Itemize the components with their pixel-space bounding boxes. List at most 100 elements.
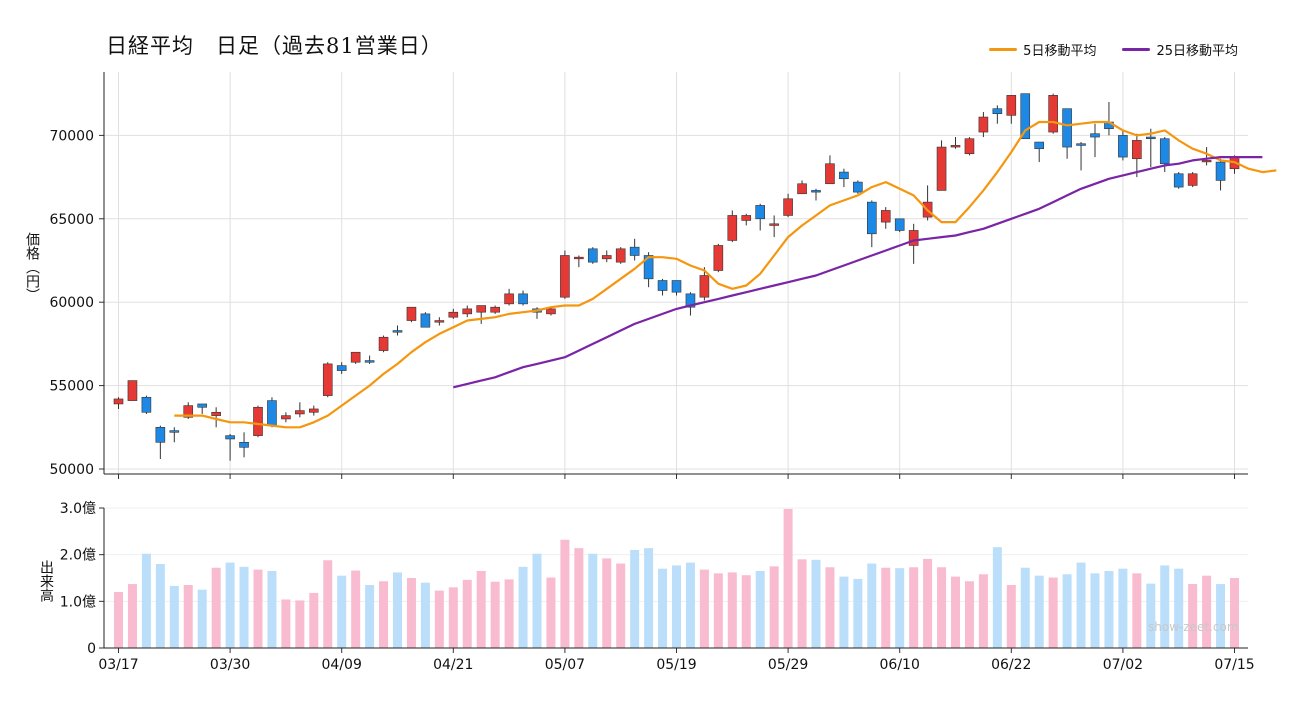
candle-body-73 [1132, 140, 1142, 160]
candle-body-23 [434, 320, 445, 323]
candle-body-27 [490, 306, 500, 313]
volume-bar-77 [1188, 584, 1198, 648]
legend-item-ma25: 25日移動平均 [1122, 40, 1238, 59]
candle-body-51 [825, 163, 835, 185]
volume-bar-48 [783, 508, 793, 648]
volume-bar-50 [811, 559, 821, 648]
volume-bar-14 [309, 592, 319, 648]
volume-bar-40 [672, 565, 681, 648]
volume-bar-23 [434, 590, 444, 648]
candle-body-32 [560, 255, 570, 298]
legend-item-ma5: 5日移動平均 [989, 40, 1096, 59]
candle-body-41 [685, 293, 696, 308]
candle-body-19 [378, 336, 389, 351]
volume-bar-31 [546, 577, 556, 648]
candle-body-62 [978, 116, 989, 133]
volume-bar-4 [169, 585, 179, 648]
ma25-line [453, 156, 1263, 389]
candle-body-39 [657, 280, 668, 291]
price-axis-label: 価格（円） [24, 232, 40, 302]
volume-bar-24 [448, 587, 458, 648]
volume-bar-15 [323, 560, 333, 648]
candle-body-12 [281, 415, 291, 420]
candle-body-54 [866, 201, 877, 235]
x-tick-label: 07/02 [1103, 657, 1143, 673]
candle-body-72 [1118, 135, 1128, 158]
x-tick-label: 03/30 [210, 657, 250, 673]
volume-bar-9 [239, 566, 249, 648]
volume-bar-45 [741, 575, 751, 648]
volume-bar-8 [225, 562, 235, 648]
volume-bar-20 [393, 572, 402, 648]
candle-body-57 [908, 230, 919, 246]
volume-tick-label: 0 [87, 641, 96, 657]
candle-body-64 [1006, 95, 1017, 116]
candle-body-5 [183, 405, 194, 418]
candle-body-46 [755, 205, 766, 220]
volume-bar-38 [644, 548, 654, 648]
x-tick-label: 06/22 [991, 657, 1031, 673]
volume-bar-53 [853, 578, 863, 648]
volume-bar-61 [964, 581, 974, 648]
candle-body-69 [1076, 143, 1086, 146]
volume-bar-56 [895, 568, 905, 648]
price-tick-label: 60000 [49, 295, 94, 311]
candle-body-61 [964, 138, 975, 155]
volume-bar-41 [685, 562, 695, 648]
volume-bar-57 [909, 567, 919, 648]
candle-body-43 [713, 245, 724, 271]
volume-bar-39 [658, 568, 668, 648]
volume-bar-68 [1062, 574, 1072, 648]
volume-bar-49 [797, 559, 807, 648]
candle-body-45 [741, 215, 752, 221]
candle-body-28 [504, 293, 514, 305]
volume-tick-label: 1.0億 [60, 594, 96, 610]
candle-body-9 [239, 442, 249, 448]
candle-body-66 [1034, 141, 1044, 150]
volume-bar-66 [1034, 575, 1044, 648]
candle-body-67 [1048, 95, 1058, 133]
candle-body-78 [1201, 160, 1212, 163]
candle-body-74 [1146, 136, 1156, 140]
volume-bar-47 [769, 566, 779, 648]
volume-bar-6 [197, 589, 207, 648]
candle-body-50 [811, 190, 821, 193]
x-tick-label: 03/17 [98, 657, 138, 673]
watermark: show-zeet.com [1148, 620, 1239, 634]
x-tick-label: 06/10 [880, 657, 920, 673]
legend-swatch-ma25 [1122, 48, 1151, 51]
x-tick-label: 05/29 [768, 657, 808, 673]
x-tick-label: 05/07 [545, 657, 585, 673]
volume-bar-7 [211, 567, 221, 648]
volume-bar-29 [518, 566, 528, 648]
candle-body-3 [155, 426, 166, 443]
volume-tick-label: 2.0億 [60, 548, 96, 564]
candle-body-8 [225, 435, 235, 440]
volume-bar-76 [1174, 568, 1184, 648]
volume-bar-52 [839, 576, 849, 648]
candle-body-63 [992, 108, 1003, 115]
candle-body-36 [615, 248, 626, 263]
candle-body-75 [1159, 138, 1170, 165]
candle-body-68 [1062, 108, 1072, 148]
candle-body-11 [267, 400, 277, 426]
volume-bar-71 [1104, 571, 1114, 648]
volume-bar-27 [490, 581, 500, 648]
candle-body-59 [936, 146, 947, 191]
volume-bar-0 [114, 592, 123, 648]
volume-bar-72 [1118, 568, 1128, 648]
volume-bar-58 [923, 558, 933, 648]
volume-bar-65 [1020, 567, 1030, 648]
x-tick-label: 04/09 [322, 657, 362, 673]
volume-bar-37 [630, 550, 640, 648]
volume-bar-36 [616, 563, 626, 648]
candle-body-47 [769, 223, 779, 226]
volume-bar-28 [504, 579, 514, 648]
volume-bar-35 [602, 558, 612, 648]
candle-body-18 [364, 360, 375, 363]
candle-body-48 [783, 198, 793, 216]
ma5-line [174, 120, 1277, 429]
candle-body-42 [699, 275, 710, 298]
candle-body-65 [1020, 93, 1031, 140]
volume-bar-43 [713, 573, 723, 648]
